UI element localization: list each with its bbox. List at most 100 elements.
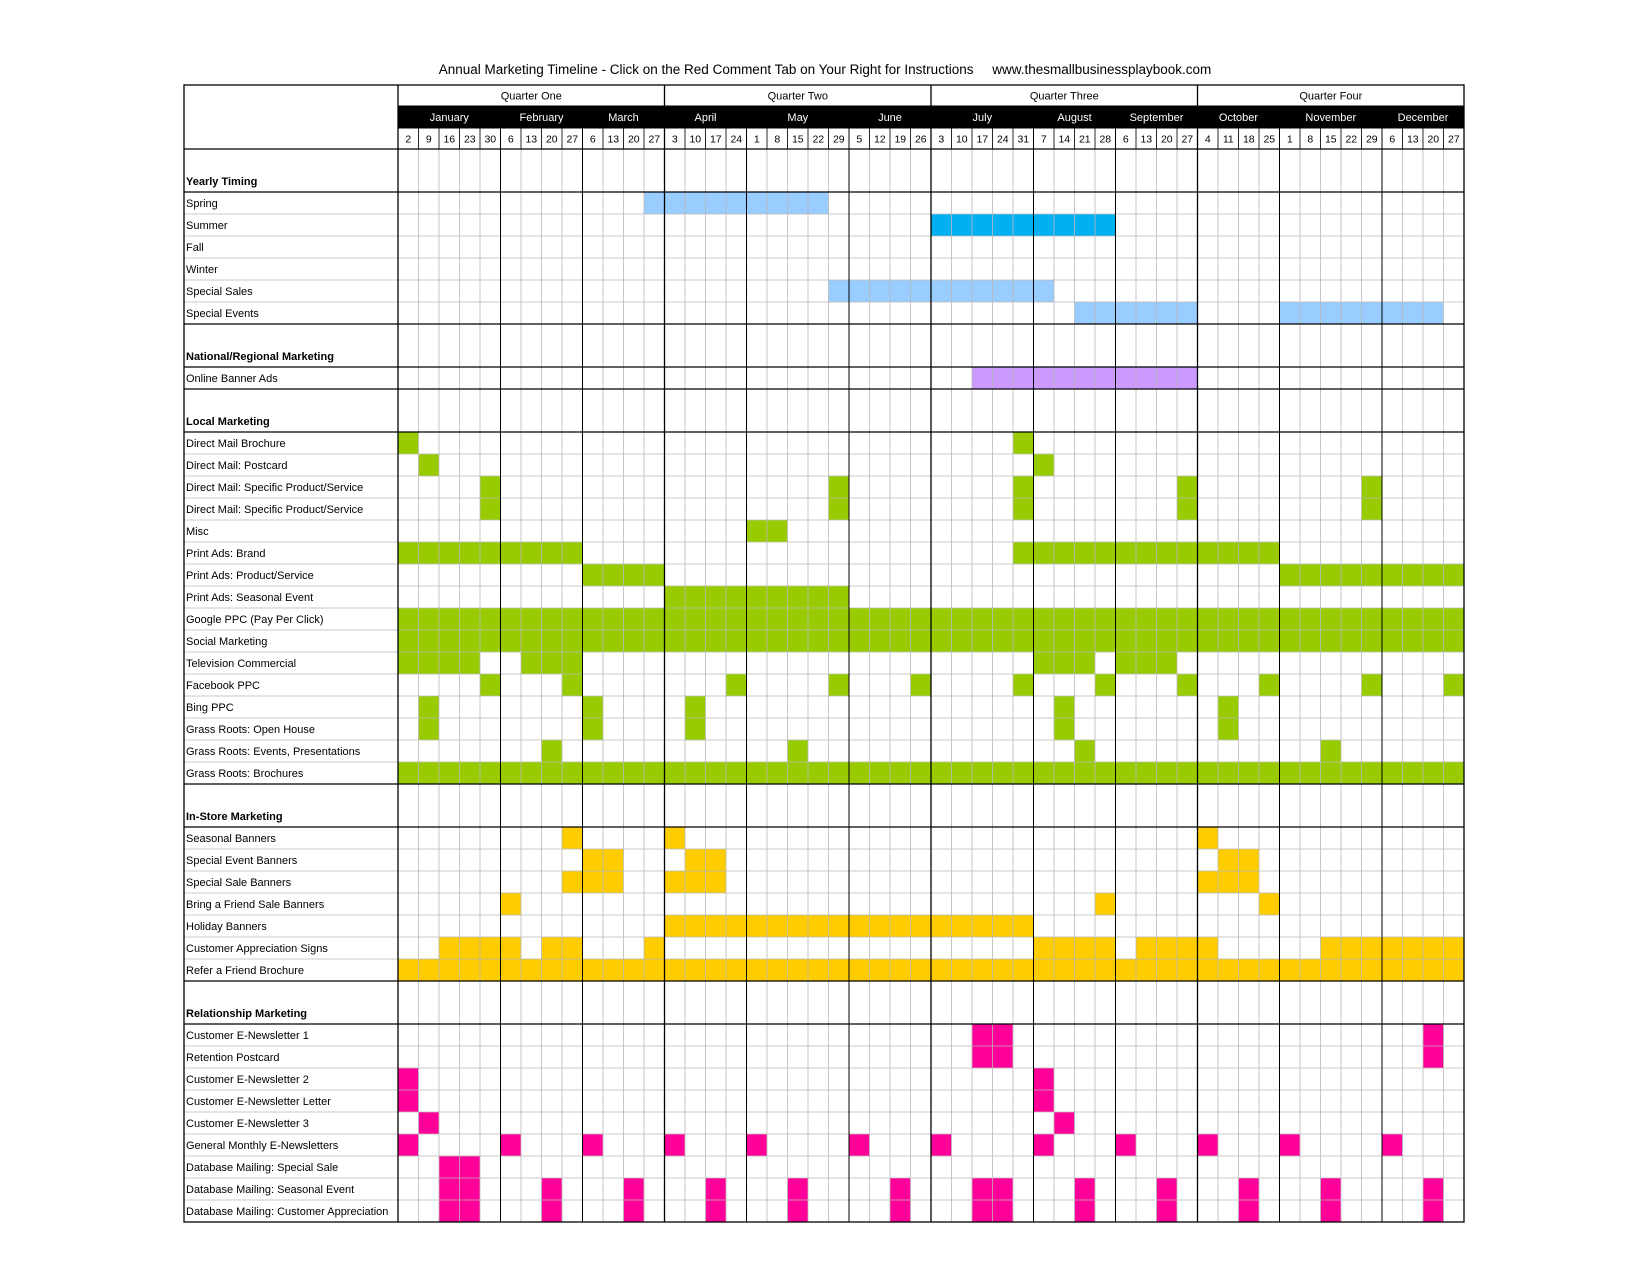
row-label: Holiday Banners (186, 921, 267, 933)
timeline-cell-filled (1402, 630, 1423, 652)
timeline-cell-filled (1074, 367, 1095, 389)
timeline-cell-filled (972, 214, 993, 236)
timeline-cell-filled (705, 608, 726, 630)
week-date-label: 23 (464, 133, 476, 145)
timeline-cell-filled (541, 762, 562, 784)
timeline-cell-filled (869, 280, 890, 302)
timeline-cell-filled (767, 192, 788, 214)
timeline-cell-filled (931, 762, 952, 784)
timeline-cell-filled (767, 959, 788, 981)
week-date-label: 10 (956, 133, 968, 145)
week-date-label: 29 (1366, 133, 1378, 145)
timeline-cell-filled (439, 652, 460, 674)
timeline-cell-filled (1054, 608, 1075, 630)
timeline-cell-filled (418, 696, 439, 718)
timeline-cell-filled (418, 542, 439, 564)
timeline-cell-filled (972, 959, 993, 981)
timeline-cell-filled (869, 608, 890, 630)
timeline-cell-filled (398, 1134, 419, 1156)
week-date-label: 6 (508, 133, 514, 145)
week-date-label: 29 (833, 133, 845, 145)
week-date-label: 15 (792, 133, 804, 145)
week-date-label: 12 (874, 133, 886, 145)
timeline-cell-filled (603, 959, 624, 981)
timeline-cell-filled (1423, 762, 1444, 784)
timeline-cell-filled (459, 652, 480, 674)
timeline-cell-filled (664, 959, 685, 981)
timeline-cell-filled (1115, 762, 1136, 784)
timeline-cell-filled (1361, 630, 1382, 652)
timeline-cell-filled (726, 959, 747, 981)
timeline-cell-filled (767, 630, 788, 652)
timeline-cell-filled (951, 608, 972, 630)
timeline-cell-filled (787, 192, 808, 214)
timeline-cell-filled (787, 915, 808, 937)
timeline-cell-filled (787, 630, 808, 652)
section-title: Local Marketing (186, 416, 270, 428)
timeline-cell-filled (562, 652, 583, 674)
timeline-cell-filled (1361, 302, 1382, 324)
timeline-cell-filled (849, 1134, 870, 1156)
row-label: Television Commercial (186, 658, 296, 670)
week-date-label: 31 (1017, 133, 1029, 145)
timeline-cell-filled (1013, 762, 1034, 784)
timeline-cell-filled (1361, 608, 1382, 630)
timeline-cell-filled (1013, 915, 1034, 937)
timeline-cell-filled (1033, 1134, 1054, 1156)
timeline-cell-filled (480, 674, 501, 696)
timeline-cell-filled (1361, 476, 1382, 498)
timeline-cell-filled (480, 937, 501, 959)
timeline-cell-filled (767, 915, 788, 937)
timeline-cell-filled (1136, 302, 1157, 324)
timeline-cell-filled (726, 630, 747, 652)
quarter-label: Quarter Four (1299, 90, 1362, 102)
timeline-cell-filled (787, 762, 808, 784)
timeline-cell-filled (1136, 608, 1157, 630)
section-title: Relationship Marketing (186, 1008, 307, 1020)
timeline-cell-filled (1095, 367, 1116, 389)
quarter-label: Quarter Three (1030, 90, 1099, 102)
timeline-cell-filled (1054, 630, 1075, 652)
timeline-cell-filled (992, 1178, 1013, 1200)
timeline-cell-filled (1013, 630, 1034, 652)
timeline-cell-filled (746, 762, 767, 784)
timeline-cell-filled (849, 915, 870, 937)
timeline-cell-filled (1218, 608, 1239, 630)
timeline-cell-filled (1177, 674, 1198, 696)
week-date-label: 1 (754, 133, 760, 145)
row-label: Special Event Banners (186, 855, 298, 867)
week-date-label: 10 (689, 133, 701, 145)
timeline-cell-filled (1423, 630, 1444, 652)
row-label: Print Ads: Seasonal Event (186, 592, 313, 604)
timeline-cell-filled (746, 915, 767, 937)
timeline-cell-filled (1300, 608, 1321, 630)
week-date-label: 24 (997, 133, 1009, 145)
timeline-cell-filled (828, 608, 849, 630)
timeline-cell-filled (808, 915, 829, 937)
timeline-cell-filled (418, 762, 439, 784)
timeline-cell-filled (685, 718, 706, 740)
timeline-cell-filled (1074, 630, 1095, 652)
timeline-cell-filled (1177, 762, 1198, 784)
timeline-cell-filled (1074, 302, 1095, 324)
timeline-cell-filled (1074, 1200, 1095, 1222)
week-date-label: 2 (405, 133, 411, 145)
timeline-cell-filled (459, 937, 480, 959)
week-date-label: 8 (1307, 133, 1313, 145)
section-title: National/Regional Marketing (186, 351, 334, 363)
week-date-label: 27 (566, 133, 578, 145)
timeline-cell-filled (439, 1156, 460, 1178)
week-date-label: 14 (1058, 133, 1070, 145)
timeline-cell-filled (890, 959, 911, 981)
timeline-cell-filled (562, 630, 583, 652)
timeline-cell-filled (705, 915, 726, 937)
timeline-cell-filled (992, 762, 1013, 784)
timeline-cell-filled (398, 432, 419, 454)
timeline-cell-filled (623, 762, 644, 784)
row-label: Grass Roots: Open House (186, 724, 315, 736)
timeline-cell-filled (1156, 367, 1177, 389)
timeline-cell-filled (890, 630, 911, 652)
timeline-cell-filled (1279, 564, 1300, 586)
timeline-cell-filled (849, 959, 870, 981)
week-date-label: 8 (774, 133, 780, 145)
